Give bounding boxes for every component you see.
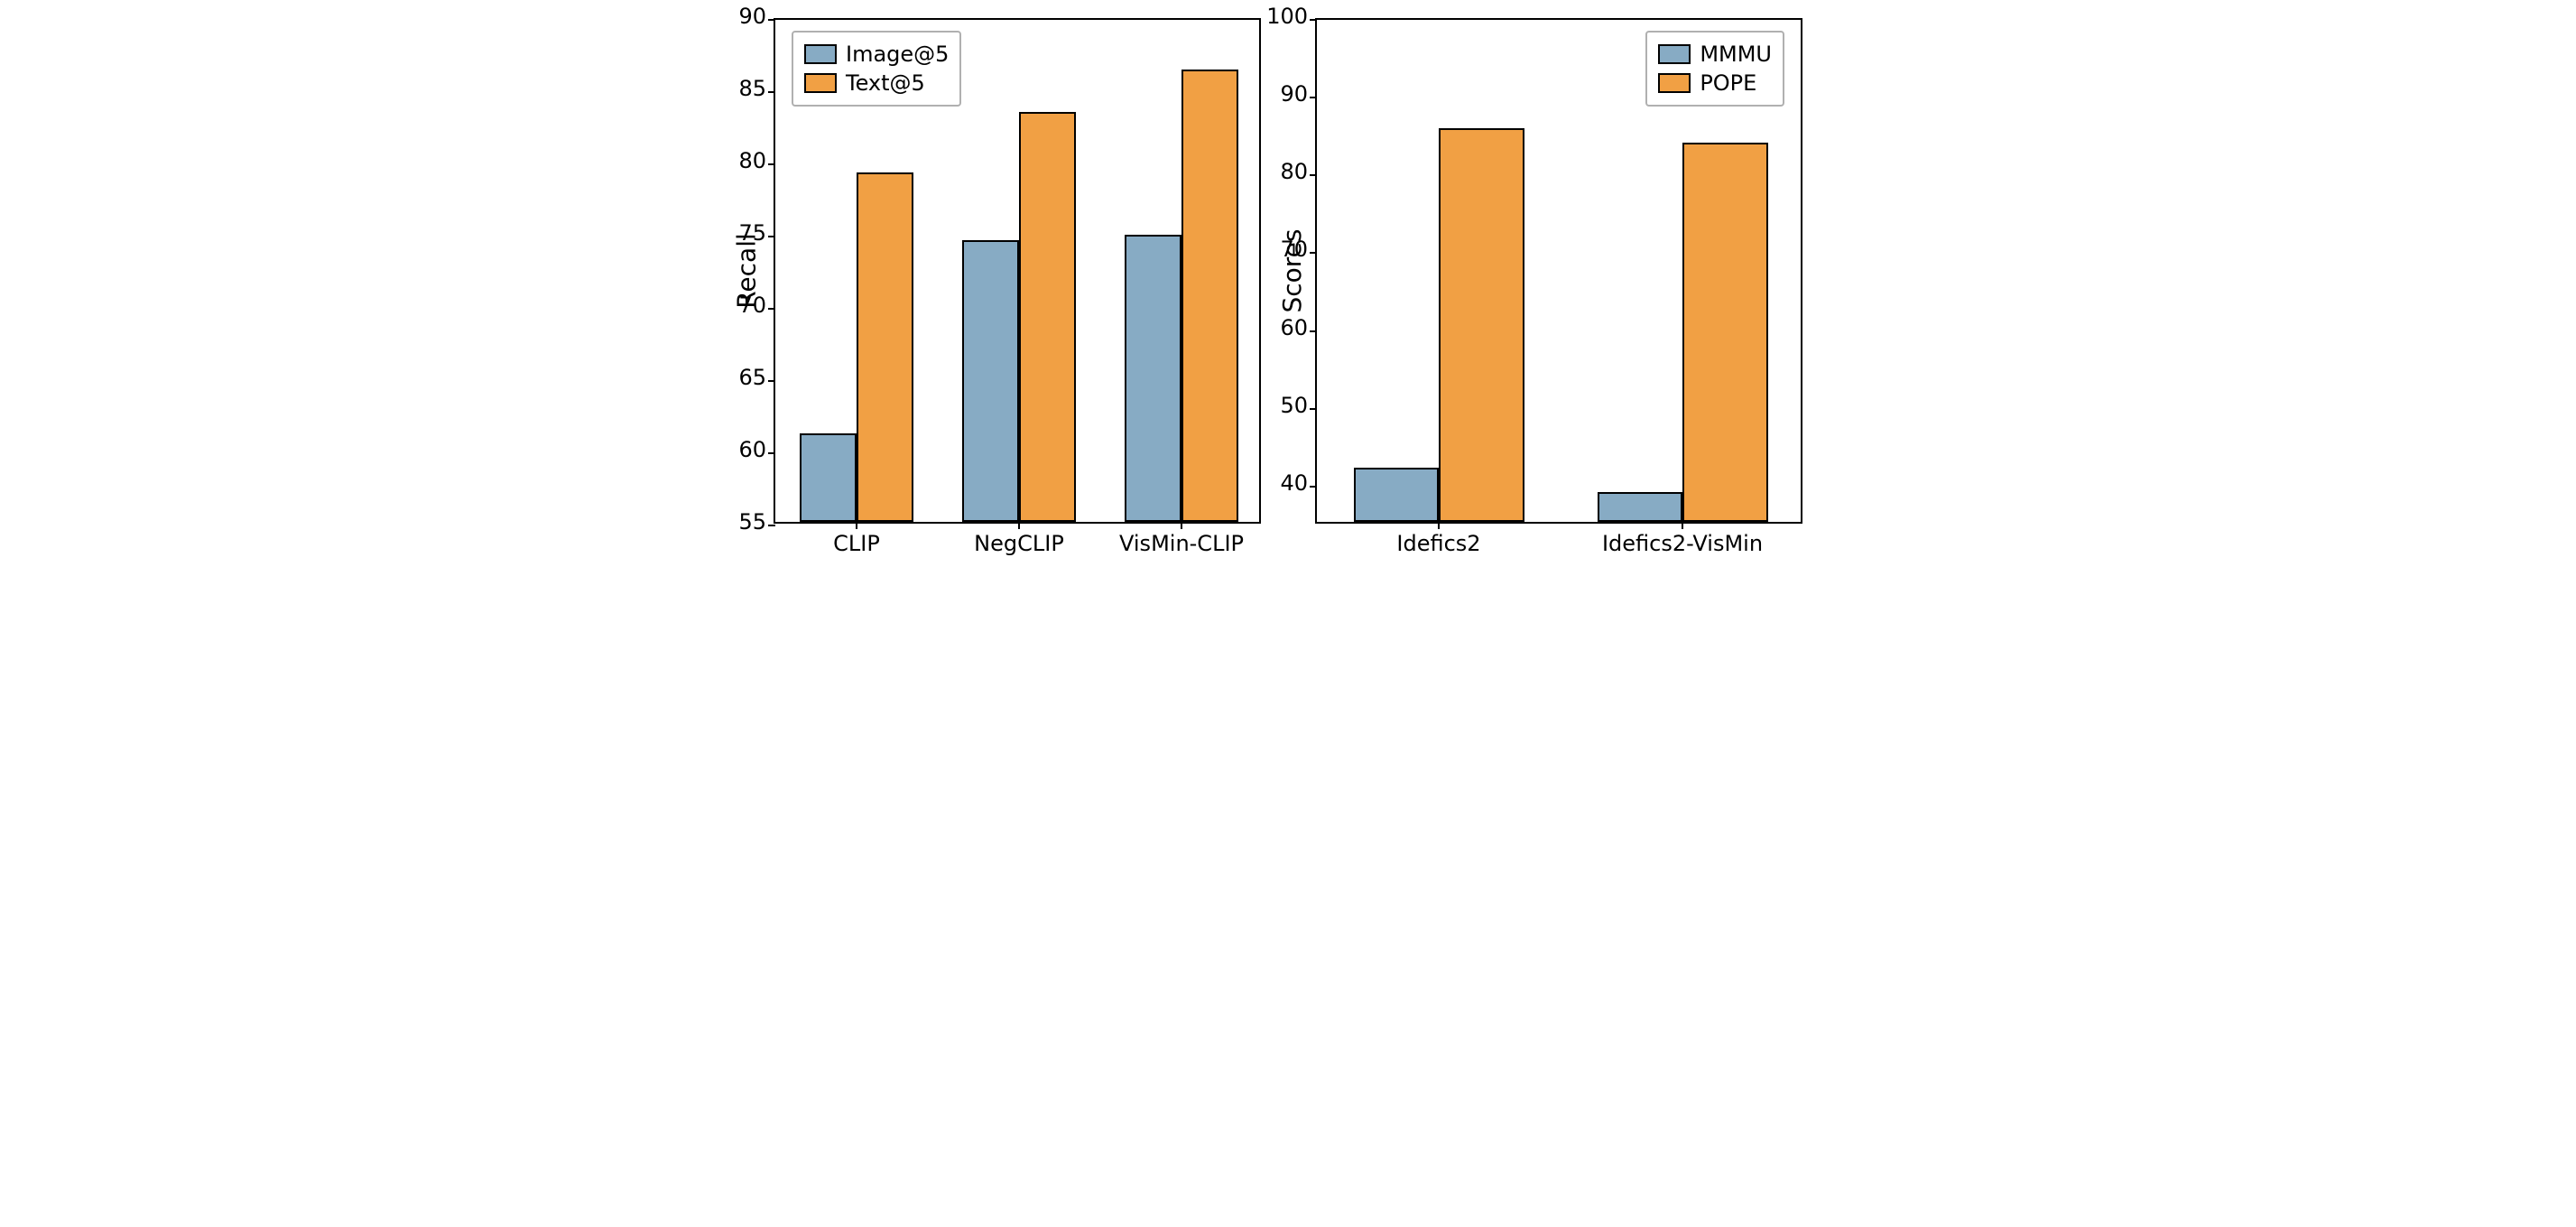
legend-swatch [1658, 73, 1691, 93]
x-tick-label: Idefics2-VisMin [1602, 522, 1763, 556]
bar [1181, 70, 1238, 522]
bar [1125, 235, 1181, 522]
y-tick-label: 65 [738, 365, 775, 390]
figure: 5560657075808590CLIPNegCLIPVisMin-CLIPIm… [774, 18, 1802, 524]
left-chart: 5560657075808590CLIPNegCLIPVisMin-CLIPIm… [774, 18, 1261, 524]
legend-item: POPE [1658, 69, 1772, 98]
bar [962, 240, 1019, 522]
bar [1439, 128, 1524, 522]
bar [1682, 143, 1768, 522]
bar [857, 172, 913, 522]
legend-label: Text@5 [846, 70, 925, 96]
y-axis-label: Scores [1277, 228, 1307, 312]
y-tick-label: 60 [1280, 315, 1317, 340]
y-tick-label: 80 [1280, 159, 1317, 184]
legend-item: Text@5 [804, 69, 949, 98]
legend: MMMU POPE [1645, 31, 1784, 107]
y-tick-label: 50 [1280, 393, 1317, 418]
x-tick-label: NegCLIP [974, 522, 1064, 556]
legend-swatch [804, 44, 837, 64]
y-tick-label: 100 [1266, 4, 1317, 29]
legend-swatch [804, 73, 837, 93]
y-tick-label: 40 [1280, 470, 1317, 496]
x-tick-label: VisMin-CLIP [1119, 522, 1244, 556]
legend-item: MMMU [1658, 40, 1772, 69]
right-chart: 405060708090100Idefics2Idefics2-VisMinMM… [1315, 18, 1802, 524]
bar [1354, 468, 1440, 522]
y-tick-label: 80 [738, 148, 775, 173]
bar [1598, 492, 1683, 522]
y-tick-label: 60 [738, 437, 775, 462]
legend-item: Image@5 [804, 40, 949, 69]
y-tick-label: 55 [738, 509, 775, 534]
x-tick-label: CLIP [833, 522, 880, 556]
plot-area: 405060708090100Idefics2Idefics2-VisMinMM… [1315, 18, 1802, 524]
bar [1019, 112, 1076, 522]
y-tick-label: 85 [738, 76, 775, 101]
plot-area: 5560657075808590CLIPNegCLIPVisMin-CLIPIm… [774, 18, 1261, 524]
legend-label: Image@5 [846, 42, 949, 67]
x-tick-label: Idefics2 [1396, 522, 1480, 556]
legend-label: MMMU [1700, 42, 1772, 67]
y-tick-label: 90 [738, 4, 775, 29]
y-axis-label: Recall [731, 233, 761, 309]
legend-swatch [1658, 44, 1691, 64]
legend: Image@5 Text@5 [792, 31, 961, 107]
bar [800, 433, 857, 522]
y-tick-label: 90 [1280, 81, 1317, 107]
legend-label: POPE [1700, 70, 1756, 96]
